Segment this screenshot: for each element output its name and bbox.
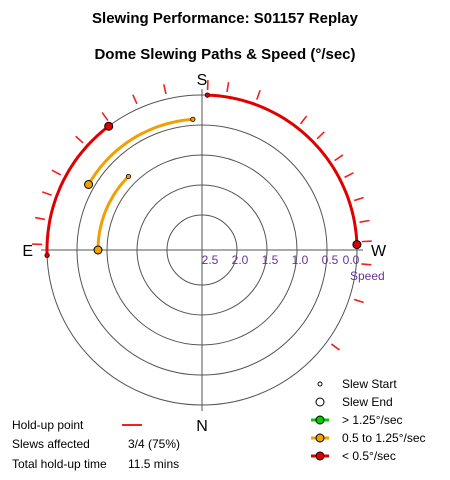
slew-end-marker xyxy=(352,240,362,250)
polar-grid xyxy=(41,89,363,411)
total-holdup-label: Total hold-up time xyxy=(12,457,107,471)
legend-start-marker xyxy=(317,381,323,387)
chart-title: Slewing Performance: S01157 Replay xyxy=(92,10,358,27)
holdup-mark xyxy=(316,131,325,140)
legend-swatch-marker xyxy=(315,451,325,461)
legend-swatch-marker xyxy=(315,415,325,425)
holdup-mark xyxy=(353,298,364,304)
slew-end-marker xyxy=(104,121,114,131)
legend-speed-label: 0.5 to 1.25°/sec xyxy=(342,431,426,445)
holdup-marks xyxy=(32,80,372,351)
speed-tick-label: 1.5 xyxy=(262,253,279,267)
direction-bottom: N xyxy=(196,418,208,435)
speed-axis-label: Speed xyxy=(350,269,385,283)
slew-path xyxy=(87,117,195,186)
slew-start-marker xyxy=(44,252,50,259)
legend-speed-label: < 0.5°/sec xyxy=(342,449,396,463)
direction-top: S xyxy=(197,72,208,89)
speed-tick-label: 0.5 xyxy=(322,253,339,267)
legend-start-label: Slew Start xyxy=(342,377,397,391)
holdup-mark xyxy=(361,263,372,266)
speed-tick-label: 2.5 xyxy=(202,253,219,267)
slews-affected-label: Slews affected xyxy=(12,437,90,451)
chart-subtitle: Dome Slewing Paths & Speed (°/sec) xyxy=(94,46,356,63)
legend-swatch-marker xyxy=(315,433,325,443)
axis-labels: S N E W 2.5 2.0 1.5 1.0 0.5 0.0 Speed xyxy=(22,72,387,435)
legend-end-label: Slew End xyxy=(342,395,393,409)
legend: Slew Start Slew End > 1.25°/sec 0.5 to 1.25… xyxy=(311,377,426,463)
slew-start-marker xyxy=(204,92,211,98)
holdup-mark xyxy=(41,191,52,197)
holdup-mark xyxy=(162,84,167,95)
holdup-mark xyxy=(344,172,354,179)
legend-end-marker xyxy=(315,397,325,407)
slew-paths xyxy=(44,92,362,259)
slew-start-marker xyxy=(190,116,196,122)
holdup-mark xyxy=(226,81,230,93)
slew-start-marker xyxy=(125,173,132,180)
holdup-mark xyxy=(34,216,46,221)
holdup-mark xyxy=(361,240,372,243)
slew-path xyxy=(45,124,111,257)
slew-path xyxy=(96,175,130,252)
holdup-mark xyxy=(353,196,364,202)
speed-tick-label: 0.0 xyxy=(343,253,360,267)
holdup-mark xyxy=(255,89,261,100)
slews-affected-value: 3/4 (75%) xyxy=(128,437,180,451)
direction-right: W xyxy=(371,243,387,260)
slew-path xyxy=(205,93,359,247)
holdup-mark xyxy=(132,94,138,105)
direction-left: E xyxy=(22,243,33,260)
holdup-mark xyxy=(75,135,84,144)
holdup-mark xyxy=(330,343,341,351)
holdup-mark xyxy=(359,219,370,224)
holdup-mark xyxy=(334,154,344,162)
holdup-mark xyxy=(51,169,62,176)
speed-tick-label: 1.0 xyxy=(292,253,309,267)
speed-tick-label: 2.0 xyxy=(232,253,249,267)
slew-end-marker xyxy=(93,245,103,255)
holdup-label: Hold-up point xyxy=(12,418,84,432)
total-holdup-value: 11.5 mins xyxy=(128,457,179,471)
holdup-mark xyxy=(299,115,308,125)
holdup-mark xyxy=(101,111,109,122)
slew-end-marker xyxy=(84,180,94,189)
stats-panel: Hold-up point Slews affected 3/4 (75%) Tota… xyxy=(12,418,180,471)
legend-speed-label: > 1.25°/sec xyxy=(342,413,403,427)
